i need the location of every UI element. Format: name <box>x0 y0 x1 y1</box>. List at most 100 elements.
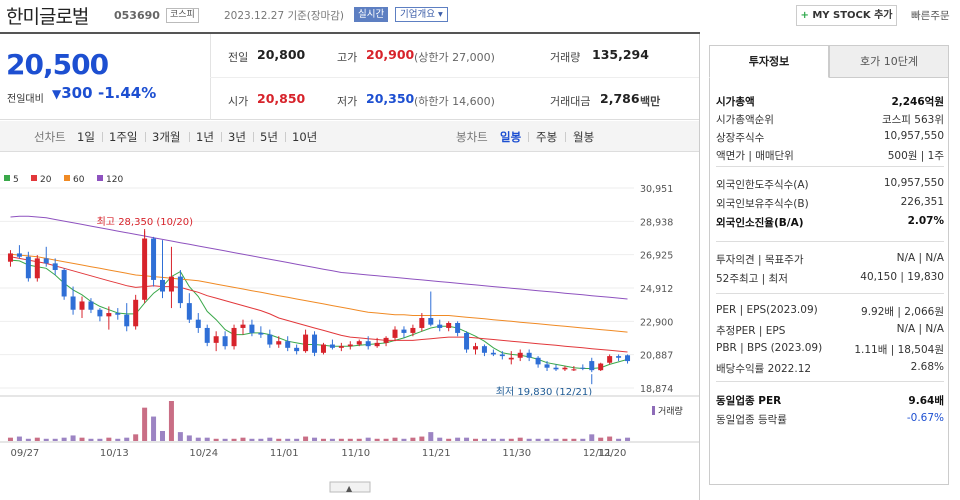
info-row: 외국인소진율(B/A) 2.07% <box>716 213 944 231</box>
info-row: 동일업종 PER 9.64배 <box>716 391 944 409</box>
info-value: 2,246억원 <box>891 96 944 108</box>
candle-body <box>88 301 94 310</box>
info-row: 외국인한도주식수(A) 10,957,550 <box>716 175 944 193</box>
volume-bar <box>240 437 246 441</box>
candle-body <box>115 313 121 315</box>
legend-label-120: 120 <box>106 175 123 185</box>
period-5y[interactable]: 5년 <box>260 130 278 144</box>
chart-right-border <box>699 34 700 500</box>
candle-body <box>526 352 532 358</box>
info-value: 1.11배 | 18,504원 <box>854 344 944 356</box>
price-chart[interactable]: 5 20 60 120 30,951 28,938 26,925 24,912 22,900 20… <box>0 153 700 500</box>
period-sep <box>145 132 146 142</box>
legend-swatch <box>31 175 37 181</box>
period-3m[interactable]: 3개월 <box>152 130 181 144</box>
candle-body <box>428 318 434 325</box>
add-mystock-button[interactable]: + MY STOCK 추가 <box>796 5 897 26</box>
volume-bar <box>186 435 192 441</box>
legend-label-20: 20 <box>40 175 52 185</box>
company-overview-dropdown[interactable]: 기업개요 ▾ <box>395 7 448 22</box>
y-tick-label: 20,887 <box>640 351 673 362</box>
current-price: 20,500 <box>6 48 109 81</box>
x-tick-label: 11/10 <box>341 448 370 459</box>
legend-label-60: 60 <box>73 175 85 185</box>
period-10y[interactable]: 10년 <box>292 130 318 144</box>
tab-hoga-10[interactable]: 호가 10단계 <box>829 45 949 78</box>
candle-body <box>177 276 183 304</box>
volume-bar <box>168 401 174 441</box>
candle-body <box>374 342 380 347</box>
candle-body <box>97 309 103 317</box>
prev-label: 전일 <box>228 51 249 64</box>
candle-body <box>240 324 246 328</box>
x-tick-label: 11/01 <box>270 448 299 459</box>
low-label: 저가 <box>337 95 358 108</box>
candle-body <box>392 329 398 338</box>
candle-body <box>285 341 291 348</box>
y-tick-label: 26,925 <box>640 251 673 262</box>
period-1w[interactable]: 1주일 <box>109 130 138 144</box>
volume-bar <box>267 437 273 441</box>
x-tick-label: 09/27 <box>10 448 39 459</box>
prev-value: 20,800 <box>257 47 306 62</box>
candle-body <box>338 346 344 348</box>
candle-body <box>598 363 604 371</box>
investment-info-body: 시가총액 2,246억원 시가총액순위 코스피 563위 상장주식수 10,957,550… <box>709 78 949 485</box>
volume-bar <box>455 437 461 441</box>
period-1d[interactable]: 1일 <box>77 130 95 144</box>
candle-body <box>16 253 22 257</box>
info-key: 추정PER | EPS <box>716 325 786 337</box>
realtime-button[interactable]: 실시간 <box>354 7 389 22</box>
candle-daily[interactable]: 일봉 <box>500 130 522 144</box>
info-key: PBR | BPS (2023.09) <box>716 342 823 354</box>
candle-body <box>544 364 550 368</box>
candle-body <box>607 356 613 363</box>
volume-bar <box>106 437 112 441</box>
candle-weekly[interactable]: 주봉 <box>536 130 558 144</box>
candle-monthly[interactable]: 월봉 <box>573 130 595 144</box>
quick-order-link[interactable]: 빠른주문 <box>911 10 950 22</box>
candle-body <box>258 332 264 335</box>
volume-bar <box>392 437 398 441</box>
y-tick-label: 28,938 <box>640 217 673 228</box>
tab-investment-info[interactable]: 투자정보 <box>709 45 829 78</box>
volume-bar <box>249 438 255 441</box>
volume-bar <box>365 437 371 441</box>
amount-label: 거래대금 <box>550 95 591 108</box>
volume-bar <box>437 437 443 441</box>
high-label: 고가 <box>337 51 358 64</box>
collapse-button <box>329 481 371 493</box>
volume-bar <box>508 438 514 441</box>
info-key: PER | EPS(2023.09) <box>716 304 818 316</box>
period-3y[interactable]: 3년 <box>228 130 246 144</box>
candle-body <box>625 355 631 362</box>
info-row: PBR | BPS (2023.09) 1.11배 | 18,504원 <box>716 340 944 358</box>
info-value: N/A | N/A <box>896 252 944 264</box>
info-row: 배당수익률 2022.12 2.68% <box>716 359 944 377</box>
info-row: PER | EPS(2023.09) 9.92배 | 2,066원 <box>716 302 944 320</box>
x-tick-label: 11/30 <box>502 448 531 459</box>
candle-body <box>303 334 309 352</box>
info-key: 외국인소진율(B/A) <box>716 217 804 229</box>
period-1y[interactable]: 1년 <box>196 130 214 144</box>
candle-body <box>580 367 586 369</box>
company-overview-label: 기업개요 <box>400 9 435 20</box>
x-tick-label: 10/24 <box>189 448 218 459</box>
legend-swatch <box>64 175 70 181</box>
info-key: 시가총액순위 <box>716 114 774 126</box>
volume-bar <box>61 437 67 441</box>
volume-bar <box>553 438 559 441</box>
candle-body <box>276 341 282 345</box>
candle-body <box>79 301 85 310</box>
volume-bar <box>177 432 183 441</box>
candle-body <box>267 334 273 345</box>
volume-bar <box>499 438 505 441</box>
line-chart-label: 선차트 <box>34 130 66 144</box>
candle-body <box>446 322 452 328</box>
candle-body <box>356 341 362 345</box>
candle-body <box>34 258 40 279</box>
volume-bar <box>580 438 586 441</box>
info-row: 외국인보유주식수(B) 226,351 <box>716 194 944 212</box>
volume-bar <box>481 438 487 441</box>
chart-period-toolbar: 선차트 1일 1주일 3개월 1년 3년 5년 10년 봉차트 일봉 주봉 월봉 <box>0 121 700 152</box>
